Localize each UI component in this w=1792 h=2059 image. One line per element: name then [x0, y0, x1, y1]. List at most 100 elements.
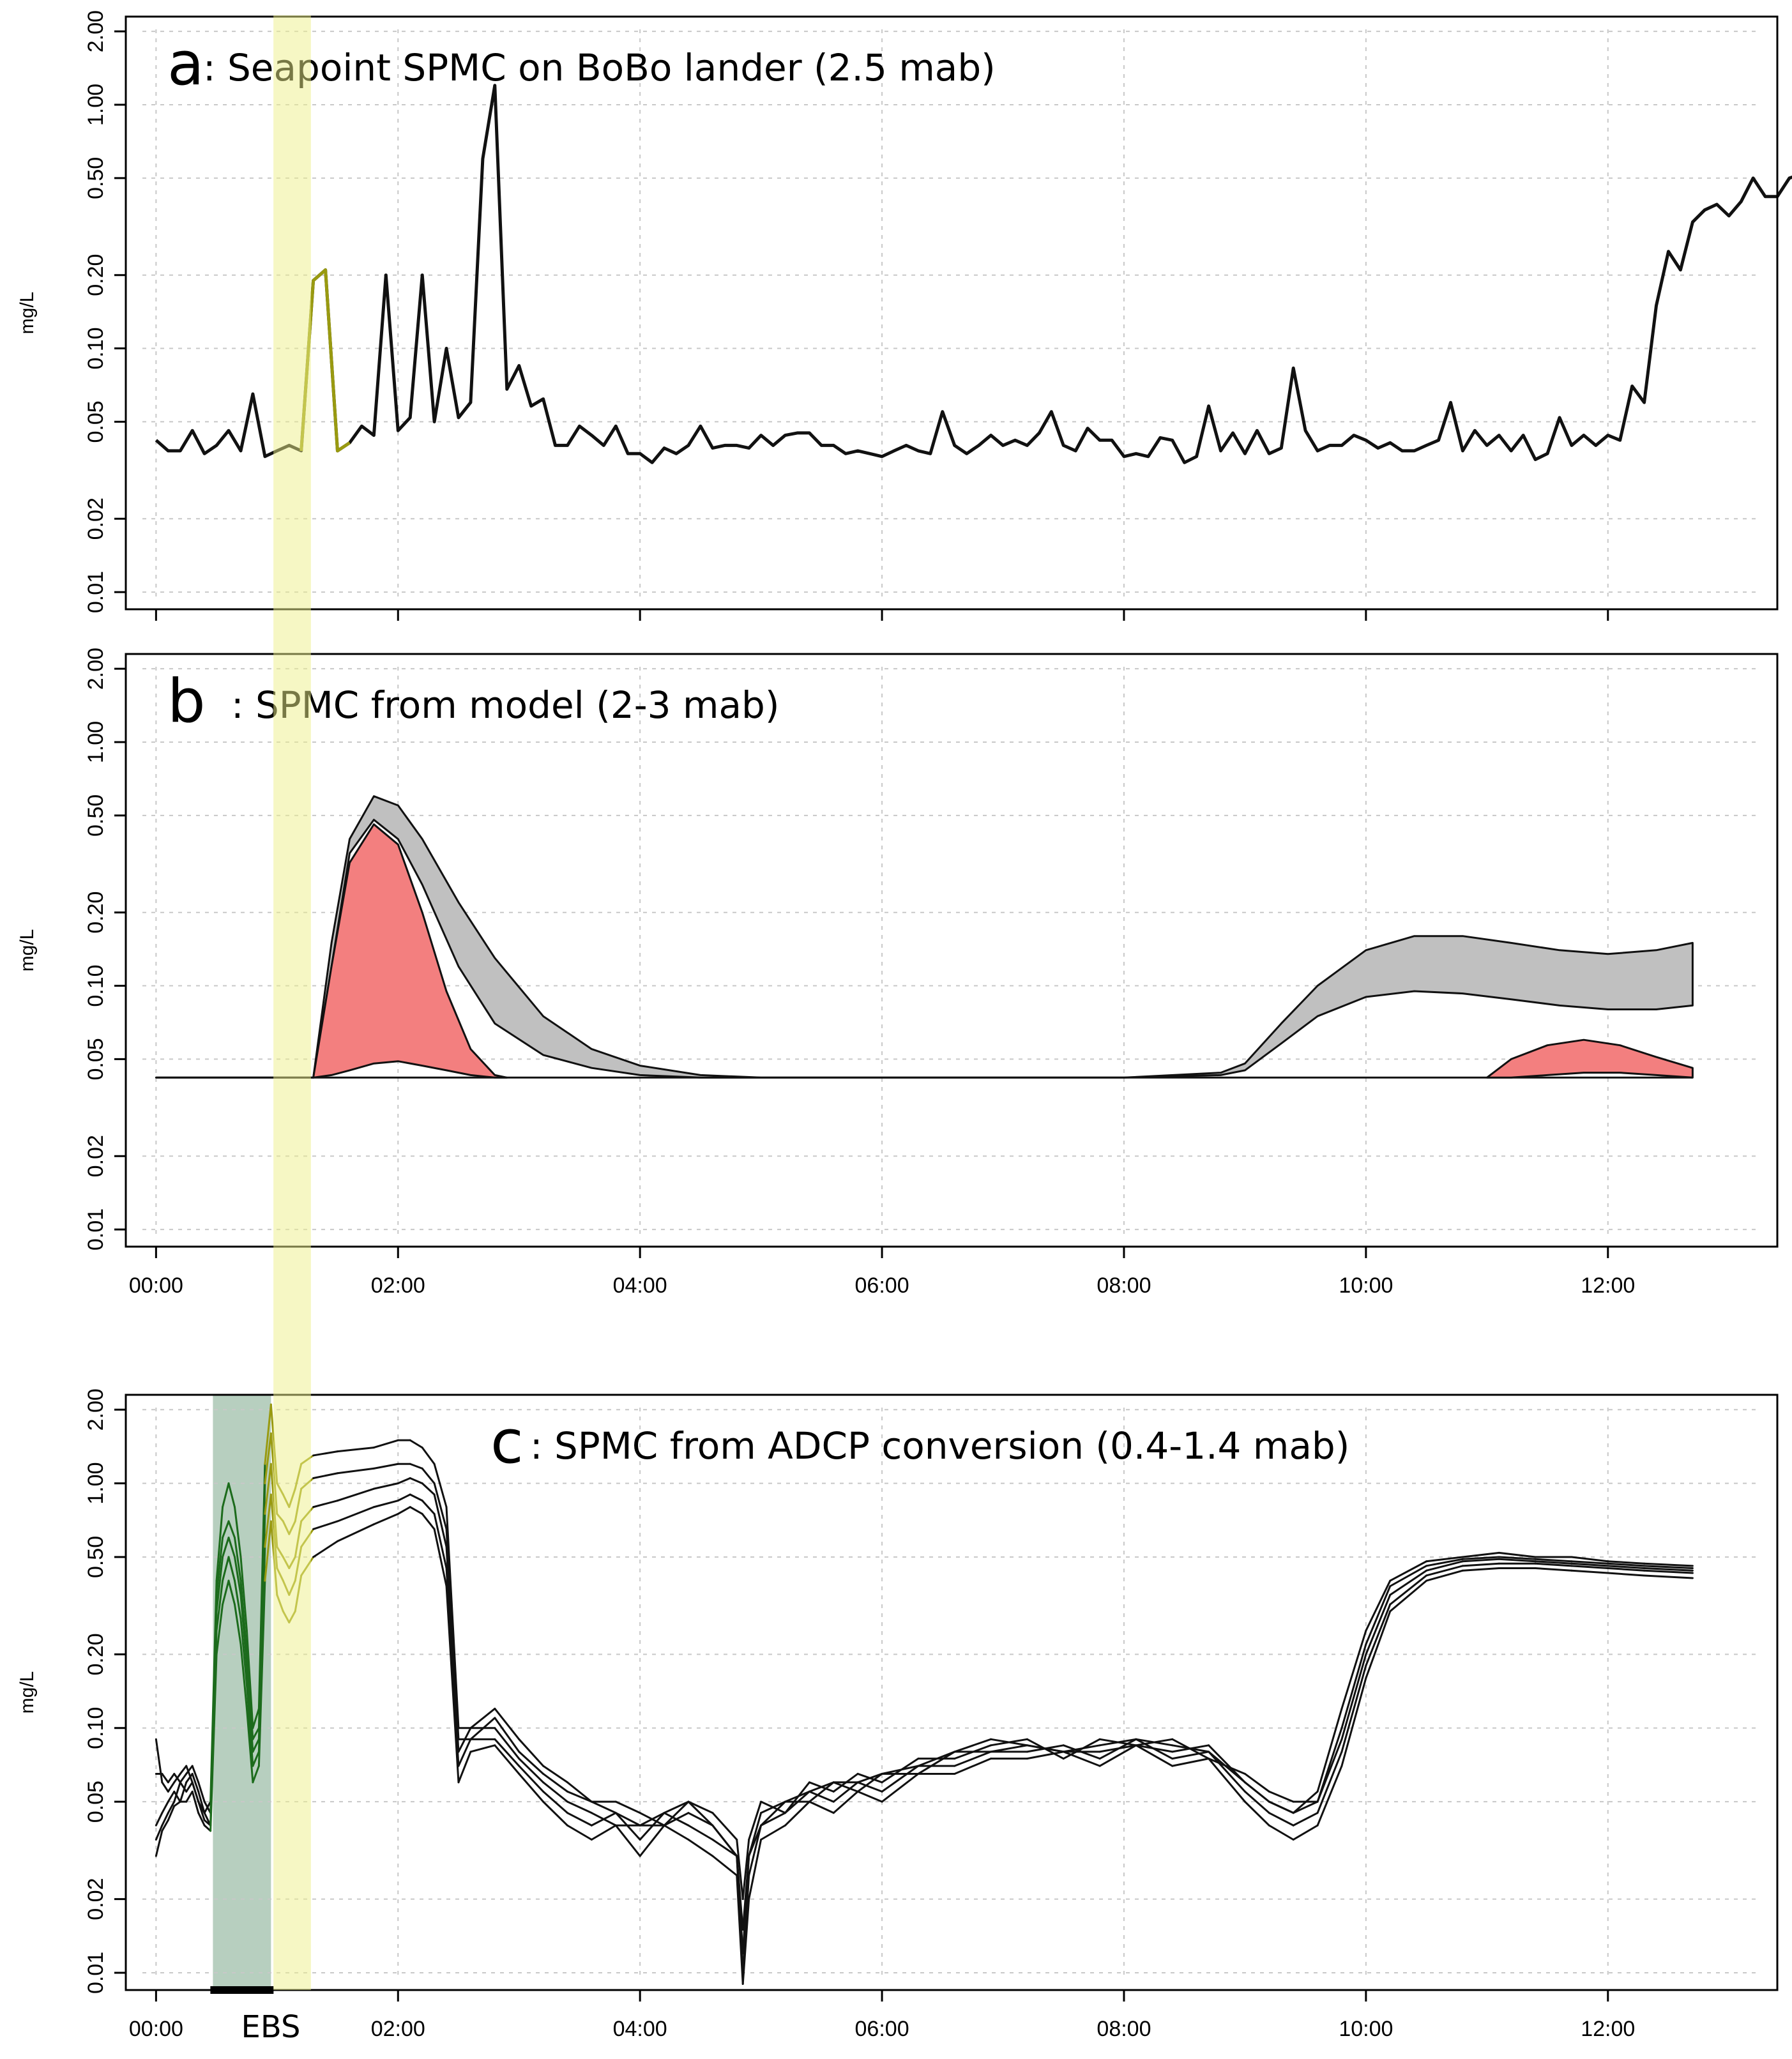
adcp-line-segment	[1098, 1738, 1137, 1747]
adcp-line-segment	[1534, 1560, 1573, 1565]
adcp-line-segment	[252, 1707, 260, 1729]
adcp-line-segment	[1316, 1751, 1343, 1814]
adcp-line-segment	[1570, 1556, 1609, 1563]
adcp-line-segment	[1425, 1556, 1464, 1563]
adcp-line-segment	[663, 1812, 690, 1827]
adcp-line-segment	[518, 1751, 545, 1775]
adcp-line-segment	[433, 1463, 448, 1508]
adcp-line-segment	[222, 1482, 230, 1508]
adcp-line-segment	[1243, 1781, 1270, 1803]
adcp-line-segment	[1062, 1738, 1101, 1760]
adcp-line-segment	[179, 1765, 188, 1775]
adcp-line-segment	[1316, 1707, 1343, 1793]
ebs-label: EBS	[241, 2009, 301, 2045]
adcp-line-segment	[614, 1812, 641, 1827]
adcp-line-segment	[173, 1772, 181, 1784]
adcp-line-segment	[856, 1772, 883, 1784]
adcp-line-segment	[433, 1512, 448, 1569]
adcp-line-segment	[245, 1683, 254, 1767]
adcp-line-segment	[197, 1781, 206, 1803]
adcp-line-segment	[1643, 1567, 1694, 1572]
adcp-line-segment	[1026, 1751, 1065, 1760]
adcp-line-segment	[234, 1579, 242, 1620]
adcp-line-segment	[203, 1819, 212, 1827]
x-tick-label: 00:00	[129, 2017, 183, 2041]
adcp-line-segment	[1340, 1643, 1367, 1729]
adcp-line-segment	[227, 1482, 236, 1508]
x-tick-label: 06:00	[855, 2017, 909, 2041]
adcp-line-segment	[1365, 1603, 1392, 1667]
adcp-line-segment	[191, 1765, 200, 1784]
adcp-line-segment	[1365, 1585, 1392, 1646]
x-tick-label: 02:00	[371, 2017, 425, 2041]
adcp-line-segment	[1607, 1572, 1646, 1577]
adcp-line-segment	[542, 1765, 568, 1784]
adcp-line-segment	[421, 1447, 436, 1465]
panel-c-ylabel: mg/L	[17, 1671, 38, 1714]
adcp-line-segment	[953, 1751, 992, 1767]
adcp-line-segment	[312, 1540, 339, 1558]
adcp-line-segment	[197, 1790, 206, 1814]
adcp-line-segment	[239, 1556, 248, 1632]
panel-a-letter: a	[167, 29, 204, 99]
y-tick-label: 2.00	[84, 1388, 108, 1431]
adcp-line-segment	[264, 1493, 272, 1548]
adcp-line-segment	[179, 1772, 188, 1784]
adcp-line-segment	[1098, 1738, 1137, 1760]
adcp-line-segment	[1425, 1560, 1464, 1572]
adcp-line-segment	[1026, 1744, 1065, 1753]
adcp-line-segment	[1135, 1738, 1174, 1747]
y-tick-label: 1.00	[84, 1463, 108, 1505]
adcp-line-segment	[1292, 1800, 1319, 1814]
adcp-line-segment	[1171, 1744, 1210, 1753]
adcp-line-segment	[1292, 1812, 1319, 1827]
adcp-line-segment	[312, 1520, 339, 1530]
x-tick-label: 10:00	[1339, 1273, 1393, 1298]
adcp-line-segment	[161, 1819, 169, 1832]
adcp-line-segment	[222, 1579, 230, 1606]
adcp-line-segment	[832, 1781, 859, 1793]
adcp-line-segment	[191, 1790, 200, 1814]
adcp-line-segment	[1268, 1790, 1295, 1803]
adcp-line-segment	[397, 1477, 411, 1485]
adcp-line-segment	[990, 1738, 1028, 1747]
adcp-line-segment	[252, 1727, 260, 1740]
x-tick-label: 04:00	[613, 2017, 667, 2041]
y-tick-label: 0.05	[84, 1038, 108, 1080]
adcp-line-segment	[1171, 1758, 1210, 1767]
model-band	[312, 823, 508, 1079]
adcp-line-segment	[1062, 1751, 1101, 1767]
adcp-line-segment	[1498, 1551, 1537, 1558]
adcp-line-segment	[173, 1781, 181, 1803]
adcp-line-segment	[1461, 1562, 1500, 1567]
adcp-line-segment	[711, 1812, 738, 1841]
adcp-line-segment	[614, 1824, 641, 1857]
adcp-line-segment	[185, 1765, 194, 1784]
adcp-line-segment	[245, 1707, 254, 1784]
y-tick-label: 2.00	[84, 10, 108, 52]
adcp-line-segment	[1425, 1569, 1464, 1582]
x-tick-label: 06:00	[855, 1273, 909, 1298]
panel-b-letter: b	[167, 667, 206, 736]
adcp-line-segment	[222, 1520, 230, 1539]
adcp-line-segment	[421, 1512, 436, 1530]
adcp-line-segment	[590, 1824, 617, 1841]
adcp-line-segment	[1135, 1744, 1174, 1767]
adcp-line-segment	[245, 1664, 254, 1753]
adcp-line-segment	[1498, 1556, 1537, 1560]
adcp-line-segment	[1570, 1569, 1609, 1574]
adcp-line-segment	[1389, 1560, 1428, 1582]
adcp-line-segment	[687, 1800, 714, 1827]
adcp-line-segment	[409, 1506, 423, 1515]
adcp-line-segment	[185, 1781, 194, 1793]
adcp-line-segment	[372, 1463, 399, 1470]
adcp-line-segment	[264, 1463, 272, 1515]
adcp-line-segment	[1534, 1567, 1573, 1572]
adcp-line-segment	[372, 1482, 399, 1490]
adcp-line-segment	[469, 1707, 496, 1729]
adcp-line-segment	[687, 1838, 714, 1857]
adcp-line-segment	[167, 1800, 176, 1814]
adcp-line-segment	[1243, 1772, 1270, 1793]
adcp-line-segment	[1607, 1567, 1646, 1572]
adcp-line-segment	[590, 1800, 617, 1814]
